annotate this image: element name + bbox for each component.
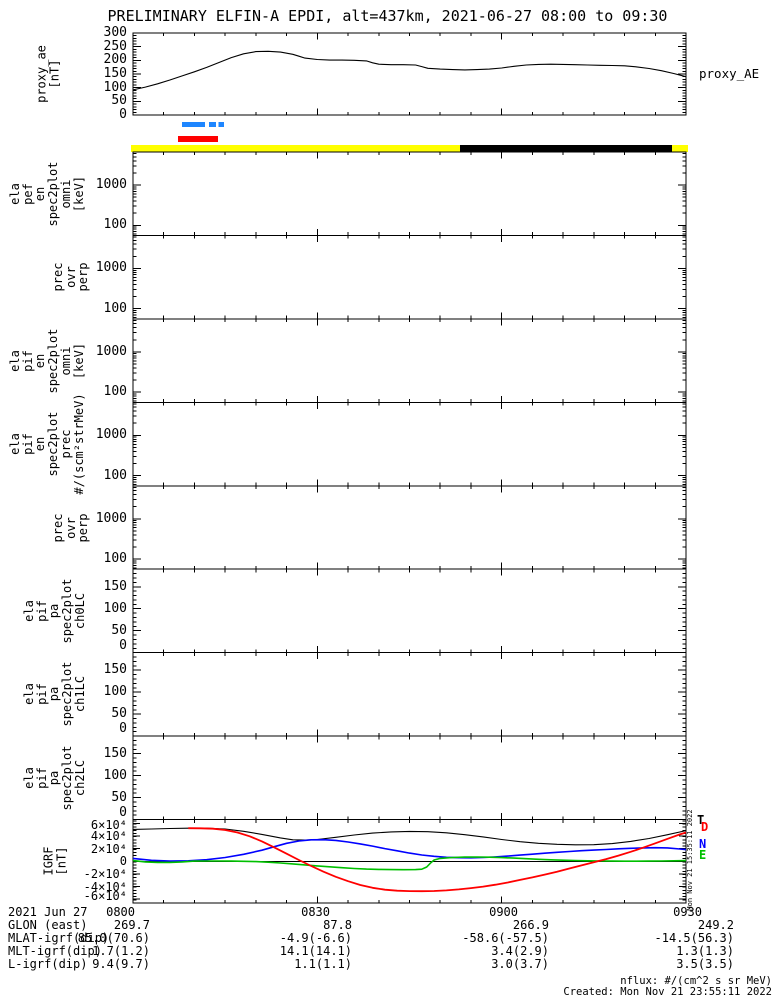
igrf-ytick-label: 6×10⁴ — [90, 817, 127, 832]
nflux-units-note: nflux: #/(cm^2 s sr MeV) — [620, 975, 772, 987]
igrf-ytick-label: 0 — [119, 854, 127, 869]
igrf-ytick-label: 4×10⁴ — [90, 828, 127, 843]
footer-value: 85.0(70.6) — [77, 931, 150, 945]
xaxis-time-label: 0800 — [106, 905, 135, 919]
footer-value: -4.9(-6.6) — [279, 931, 352, 945]
created-timestamp: Created: Mon Nov 21 23:55:11 2022 — [563, 986, 772, 998]
footer-value: 269.7 — [113, 918, 150, 932]
panel-axis-label-prec_ovr_perp_2: prec ovr perp — [50, 513, 91, 542]
panel-ytick-label: 150 — [103, 745, 127, 761]
footer-row-label: L-igrf(dip) — [8, 957, 88, 971]
panel-axis-label-prec_ovr_perp_1: prec ovr perp — [50, 262, 91, 292]
watermark-timestamp: Mon Nov 21 15:35:11 2022 — [686, 809, 694, 911]
footer-value: 1.7(1.2) — [92, 944, 150, 958]
proxy-ytick-label: 300 — [103, 25, 127, 40]
panel-ytick-label: 1000 — [95, 260, 127, 276]
footer-row-label: MLT-igrf(dip) — [8, 944, 102, 958]
footer-row-label: GLON (east) — [8, 918, 88, 932]
panel-ytick-label: 0 — [119, 637, 127, 653]
panel-ytick-label: 100 — [103, 684, 127, 700]
panel-ytick-label: 150 — [103, 662, 127, 678]
panel-ytick-label: 1000 — [95, 510, 127, 526]
proxy-ytick-label: 100 — [103, 79, 127, 95]
panel-axis-label-ela_pif_en_spec2plot_omni: ela pif en spec2plot omni [keV] — [7, 328, 86, 394]
panel-ytick-label: 100 — [103, 300, 127, 316]
footer-value: 87.8 — [323, 918, 352, 932]
igrf-axis-label: IGRF [nT] — [41, 846, 68, 876]
proxy-ytick-label: 250 — [103, 38, 127, 54]
footer-value: 249.2 — [697, 918, 734, 932]
panel-ytick-label: 100 — [103, 551, 127, 567]
igrf-legend-letter-N: N — [699, 837, 707, 851]
footer-value: 9.4(9.7) — [92, 957, 150, 971]
footer-value: 14.1(14.1) — [279, 944, 352, 958]
footer-value: -58.6(-57.5) — [462, 931, 549, 945]
panel-axis-label-ela_pif_pa_spec2plot_ch2LC: ela pif pa spec2plot ch2LC — [22, 745, 88, 811]
panel-ytick-label: 100 — [103, 217, 127, 233]
panel-ytick-label: 50 — [111, 789, 127, 805]
footer-value: -14.5(56.3) — [654, 931, 734, 945]
igrf-ytick-label: -6×10⁴ — [83, 889, 127, 903]
panel-ytick-label: 100 — [103, 467, 127, 483]
footer-value: 1.1(1.1) — [294, 957, 352, 971]
panel-ytick-label: 1000 — [95, 427, 127, 443]
proxy-ytick-label: 0 — [119, 107, 127, 122]
footer-row-label: 2021 Jun 27 — [8, 905, 88, 919]
igrf-ytick-label: -4×10⁴ — [83, 879, 127, 894]
xaxis-time-label: 0930 — [673, 905, 702, 919]
panel-ytick-label: 150 — [103, 578, 127, 594]
panel-ytick-label: 0 — [119, 721, 127, 737]
footer-row-label: MLAT-igrf(dip) — [8, 931, 110, 945]
panel-ytick-label: 100 — [103, 600, 127, 616]
panel-axis-label-ela_pif_pa_spec2plot_ch0LC: ela pif pa spec2plot ch0LC — [22, 578, 88, 644]
panel-ytick-label: 100 — [103, 767, 127, 783]
proxy-ae-right-label: proxy_AE — [699, 66, 760, 81]
footer-value: 266.9 — [512, 918, 549, 932]
igrf-ytick-label: -2×10⁴ — [83, 866, 127, 881]
panel-ytick-label: 1000 — [95, 177, 127, 192]
xaxis-time-label: 0900 — [489, 905, 518, 919]
footer-value: 3.0(3.7) — [491, 957, 549, 971]
panel-ytick-label: 50 — [111, 622, 127, 638]
proxy-ytick-label: 150 — [103, 66, 127, 81]
footer-value: 3.4(2.9) — [491, 944, 549, 958]
panel-axis-label-ela_pif_pa_spec2plot_ch1LC: ela pif pa spec2plot ch1LC — [22, 661, 88, 727]
igrf-legend-letter-E: E — [699, 848, 707, 862]
proxy-ytick-label: 200 — [103, 52, 127, 68]
footer-value: 1.3(1.3) — [676, 944, 734, 958]
panel-ytick-label: 0 — [119, 804, 127, 820]
xaxis-time-label: 0830 — [301, 905, 330, 919]
panel-ytick-label: 1000 — [95, 343, 127, 359]
proxy-ytick-label: 50 — [111, 93, 127, 109]
footer-value: 3.5(3.5) — [676, 957, 734, 971]
igrf-legend-letter-D: D — [701, 820, 709, 834]
proxy-ae-axis-label: proxy_ae [nT] — [34, 45, 61, 103]
igrf-ytick-label: 2×10⁴ — [90, 841, 127, 856]
igrf-legend-letter-T: T — [697, 813, 705, 827]
panel-ytick-label: 50 — [111, 706, 127, 722]
panel-axis-label-ela_pef_en_spec2plot_omni: ela pef en spec2plot omni [keV] — [7, 161, 86, 227]
panel-ytick-label: 100 — [103, 384, 127, 400]
panel-axis-label-ela_pif_en_spec2plot_prec: ela pif en spec2plot prec #/(scm²strMeV) — [7, 393, 86, 495]
plot-title: PRELIMINARY ELFIN-A EPDI, alt=437km, 202… — [107, 7, 668, 25]
